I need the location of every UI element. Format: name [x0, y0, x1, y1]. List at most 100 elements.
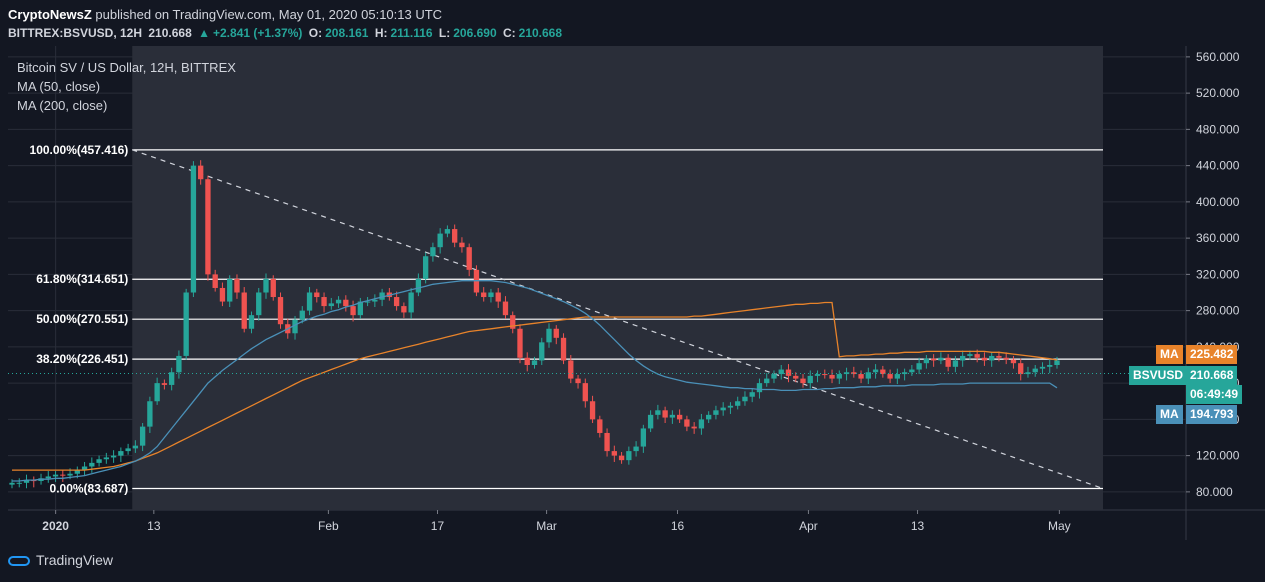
- candle-body: [676, 414, 683, 420]
- candle-body: [589, 401, 596, 420]
- ma50-tag-value: 194.793: [1190, 407, 1234, 421]
- candle-body: [945, 357, 951, 367]
- candle-body: [452, 229, 458, 243]
- candle-body: [669, 414, 676, 418]
- trend-line[interactable]: [132, 149, 1104, 490]
- symbol-label[interactable]: BITTREX:BSVUSD, 12H: [8, 26, 143, 40]
- tradingview-logo-icon: [8, 552, 30, 568]
- time-tick-label: Feb: [318, 519, 339, 533]
- candle-body: [154, 383, 160, 402]
- legend-title[interactable]: Bitcoin SV / US Dollar, 12H, BITTREX: [17, 60, 236, 75]
- candle-body: [829, 374, 835, 379]
- candle-body: [161, 383, 168, 385]
- candle-body: [16, 482, 22, 484]
- candle-body: [531, 360, 538, 365]
- candle-body: [67, 473, 73, 476]
- candle-body: [647, 414, 654, 429]
- time-tick-label: Apr: [799, 519, 818, 533]
- candle-body: [749, 392, 755, 397]
- last-price-tag: 210.668: [1186, 366, 1238, 385]
- candle-body: [103, 457, 110, 460]
- candle-body: [785, 369, 792, 376]
- candle-body: [575, 378, 581, 384]
- candle-body: [306, 292, 313, 311]
- candle-body: [364, 301, 371, 303]
- high-label: H:: [374, 26, 388, 40]
- candle-body: [974, 354, 980, 358]
- candle-body: [735, 401, 741, 406]
- candle-body: [502, 301, 509, 316]
- price-tick-label: 400.000: [1196, 195, 1240, 209]
- candle-body: [713, 410, 719, 415]
- fib-level-label: 0.00%(83.687): [50, 482, 129, 496]
- open-label: O:: [308, 26, 323, 40]
- price-tick-label: 120.000: [1196, 449, 1240, 463]
- candle-body: [74, 470, 80, 474]
- candle-body: [335, 299, 342, 304]
- candle-body: [219, 287, 226, 302]
- ma50-tag-label: MA: [1160, 407, 1179, 421]
- candle-body: [582, 383, 588, 402]
- candle-body: [277, 297, 284, 325]
- candle-body: [205, 179, 211, 275]
- candle-body: [981, 357, 988, 361]
- time-tick-label: 16: [671, 519, 685, 533]
- candle-body: [887, 374, 893, 379]
- candle-body: [234, 278, 240, 293]
- candle-body: [437, 233, 443, 248]
- candle-body: [865, 372, 871, 379]
- candle-body: [618, 455, 625, 461]
- candle-body: [539, 342, 545, 361]
- high-value: 211.116: [390, 26, 433, 40]
- ma200-line: [12, 301, 1058, 471]
- candle-body: [343, 299, 349, 307]
- candle-body: [843, 372, 850, 375]
- candle-body: [256, 292, 262, 316]
- time-axis[interactable]: 2020 13 Feb 17 Mar 16 Apr 13 May: [42, 510, 1071, 533]
- last-price: 210.668: [148, 26, 192, 40]
- candle-body: [720, 407, 726, 411]
- legend-ma200[interactable]: MA (200, close): [17, 98, 107, 113]
- time-tick-label: 13: [911, 519, 925, 533]
- tradingview-logo[interactable]: TradingView: [8, 552, 113, 568]
- time-tick-label: 2020: [42, 519, 69, 533]
- price-tick-label: 480.000: [1196, 122, 1240, 136]
- publisher-name[interactable]: CryptoNewsZ: [8, 7, 92, 22]
- candle-body: [495, 292, 501, 302]
- candle-body: [350, 306, 356, 316]
- candle-body: [858, 374, 864, 379]
- highlight-range: [132, 46, 1104, 510]
- candle-body: [379, 292, 385, 300]
- candle-body: [800, 378, 806, 384]
- candle-body: [510, 315, 516, 329]
- time-tick-label: May: [1048, 519, 1071, 533]
- price-axis[interactable]: 80.000120.000160.000200.000240.000280.00…: [1186, 50, 1240, 499]
- candle-body: [357, 301, 363, 316]
- candle-body: [401, 306, 407, 313]
- candle-body: [836, 374, 842, 379]
- ma200-tag-value: 225.482: [1190, 347, 1234, 361]
- candle-body: [183, 292, 189, 356]
- ma200-value-tag: 225.482: [1186, 345, 1238, 364]
- candle-body: [916, 363, 922, 370]
- candle-body: [691, 426, 697, 429]
- price-tick-label: 80.000: [1196, 485, 1233, 499]
- low-label: L:: [438, 26, 451, 40]
- candle-body: [633, 446, 639, 452]
- candle-body: [212, 274, 218, 288]
- candle-body: [517, 328, 523, 358]
- candle-body: [894, 374, 901, 379]
- candle-body: [793, 375, 799, 379]
- candle-body: [756, 383, 763, 393]
- legend-ma50[interactable]: MA (50, close): [17, 79, 100, 94]
- candle-body: [662, 410, 668, 418]
- symbol-price-tag: BSVUSD: [1129, 366, 1188, 385]
- candle-body: [408, 292, 414, 313]
- candle-body: [314, 292, 320, 298]
- candle-body: [125, 448, 131, 452]
- candle-body: [655, 410, 661, 415]
- ma50-price-tag: MA: [1156, 405, 1183, 424]
- candle-body: [684, 419, 690, 427]
- price-tick-label: 520.000: [1196, 86, 1240, 100]
